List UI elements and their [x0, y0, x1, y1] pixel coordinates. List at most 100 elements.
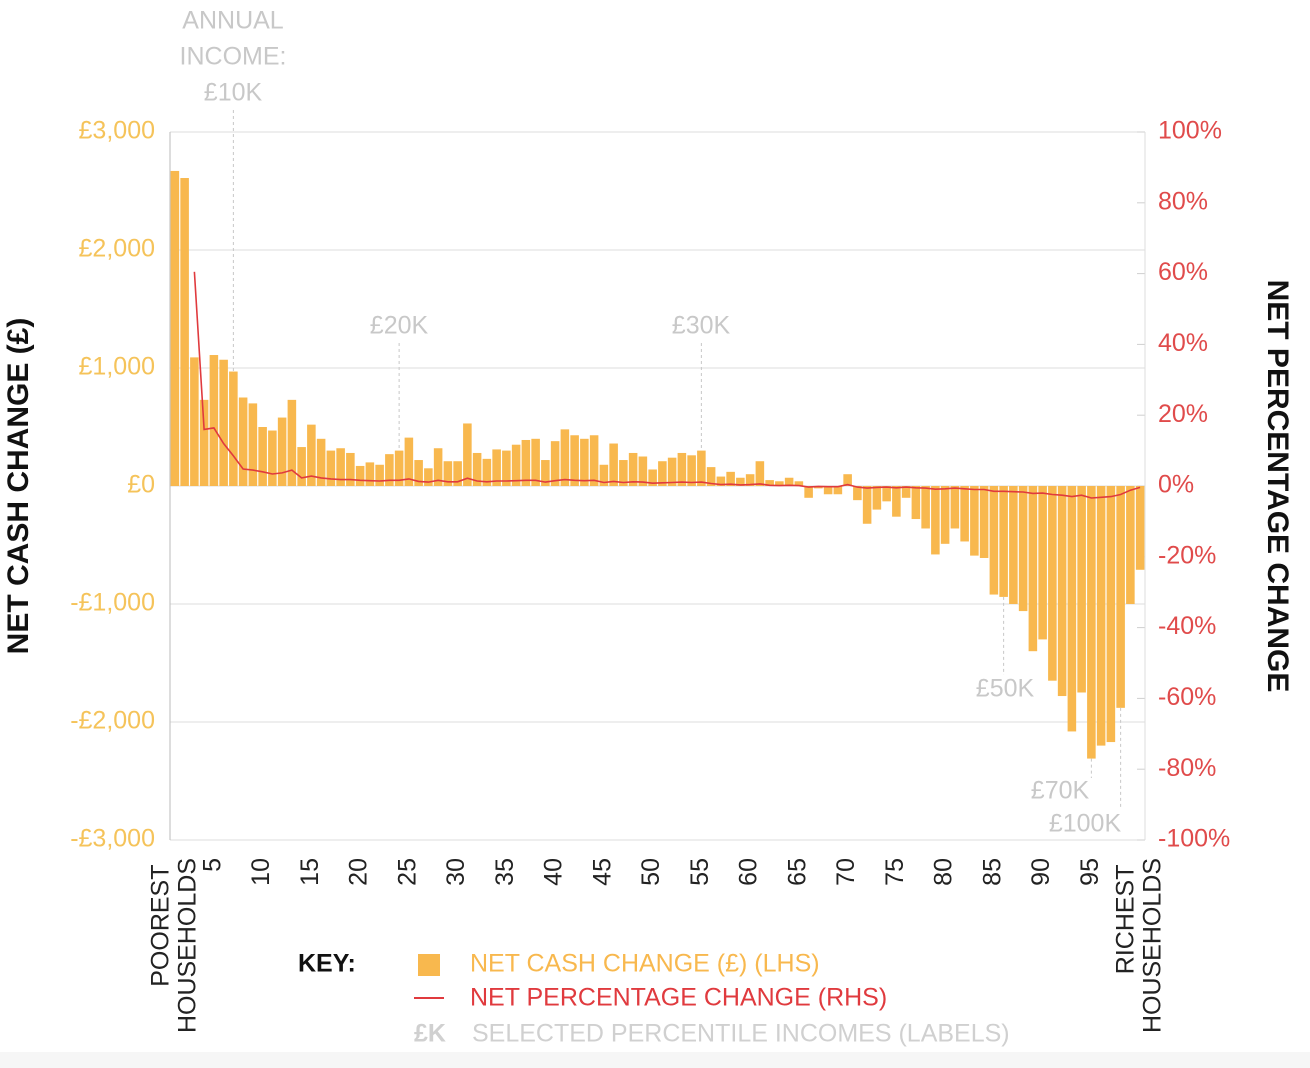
bar [667, 457, 677, 486]
annotation-text: £30K [672, 312, 731, 340]
bar [258, 427, 267, 486]
x-tick-label: 90 [1027, 858, 1055, 886]
y2-tick-label: 60% [1158, 258, 1208, 286]
bar [609, 443, 618, 486]
bar [872, 486, 882, 510]
x-tick-label: 35 [491, 858, 519, 886]
x-tick-label: RICHEST HOUSEHOLDS [1111, 858, 1166, 1033]
bar [892, 486, 901, 517]
x-tick-label: 75 [881, 858, 909, 886]
bar [414, 460, 423, 486]
bar [326, 450, 336, 486]
annotation-text: £50K [976, 675, 1035, 703]
y2-tick-label: -20% [1158, 541, 1216, 569]
bar [443, 461, 453, 486]
bar [268, 430, 277, 486]
bar [170, 170, 180, 486]
bar [1057, 486, 1067, 697]
bar [550, 441, 560, 486]
bar [1135, 486, 1145, 570]
y2-tick-label: -40% [1158, 612, 1216, 640]
bar [502, 450, 511, 486]
legend-swatch [418, 954, 440, 976]
x-tick-label: 30 [442, 858, 470, 886]
bar [638, 456, 648, 486]
x-tick-label: 50 [637, 858, 665, 886]
bar [316, 438, 326, 486]
x-tick-label: 5 [198, 858, 226, 872]
y-tick-label: £3,000 [79, 117, 155, 145]
y-tick-label: £1,000 [79, 353, 155, 381]
annotation-text: ANNUAL [182, 7, 284, 35]
bar [950, 486, 960, 529]
x-tick-label: 65 [783, 858, 811, 886]
bar [794, 481, 804, 486]
x-tick-label: 80 [930, 858, 958, 886]
bar [775, 481, 784, 486]
bar [570, 435, 579, 486]
bar [599, 464, 609, 486]
y-tick-label: -£2,000 [70, 707, 155, 735]
bar [199, 399, 209, 486]
x-tick-label: 95 [1076, 858, 1104, 886]
bar [307, 424, 316, 486]
bar [190, 357, 199, 486]
bar [687, 455, 696, 486]
bar [1077, 486, 1086, 693]
y2-tick-label: 40% [1158, 329, 1208, 357]
x-tick-label: POOREST HOUSEHOLDS [146, 858, 201, 1033]
bar [404, 437, 414, 486]
annotation-text: £10K [204, 79, 263, 107]
bar [901, 486, 911, 498]
x-tick-label: 45 [588, 858, 616, 886]
bar [658, 461, 667, 486]
bar [833, 486, 843, 495]
bar [580, 438, 589, 486]
y2-tick-label: -60% [1158, 683, 1216, 711]
bar [979, 486, 989, 558]
x-tick-label: 40 [540, 858, 568, 886]
bar [346, 452, 355, 486]
x-tick-label: 10 [247, 858, 275, 886]
y2-tick-label: 0% [1158, 471, 1194, 499]
bar [1018, 486, 1028, 612]
bar [1106, 486, 1116, 743]
bar [619, 460, 628, 486]
x-tick-label: 85 [978, 858, 1006, 886]
legend-label: NET CASH CHANGE (£) (LHS) [470, 950, 820, 978]
bar [960, 486, 969, 542]
bar [989, 486, 999, 595]
x-tick-label: 70 [832, 858, 860, 886]
bar [521, 439, 531, 486]
bar [1048, 486, 1057, 681]
bar [238, 397, 248, 486]
bar [209, 355, 219, 486]
bar [697, 450, 706, 486]
bar [482, 458, 492, 486]
legend-label: SELECTED PERCENTILE INCOMES (LABELS) [472, 1020, 1010, 1048]
bar [1009, 486, 1018, 604]
bar [804, 486, 813, 498]
bar [365, 462, 375, 486]
bar [970, 486, 979, 556]
bar [375, 464, 384, 486]
bar [424, 468, 433, 486]
bar [385, 454, 394, 486]
bar [911, 486, 921, 520]
y2-tick-label: -100% [1158, 825, 1230, 853]
bar [453, 461, 462, 486]
bar [882, 486, 891, 502]
bar [706, 467, 716, 486]
legend-title: KEY: [298, 950, 356, 978]
y-tick-label: £0 [127, 471, 155, 499]
bar [745, 474, 755, 486]
bar [531, 438, 540, 486]
legend-label: NET PERCENTAGE CHANGE (RHS) [470, 984, 887, 1012]
bar [560, 429, 570, 486]
x-tick-label: 55 [686, 858, 714, 886]
bar [862, 486, 872, 524]
bar [433, 448, 443, 486]
bar [589, 435, 599, 486]
bar [784, 477, 794, 486]
